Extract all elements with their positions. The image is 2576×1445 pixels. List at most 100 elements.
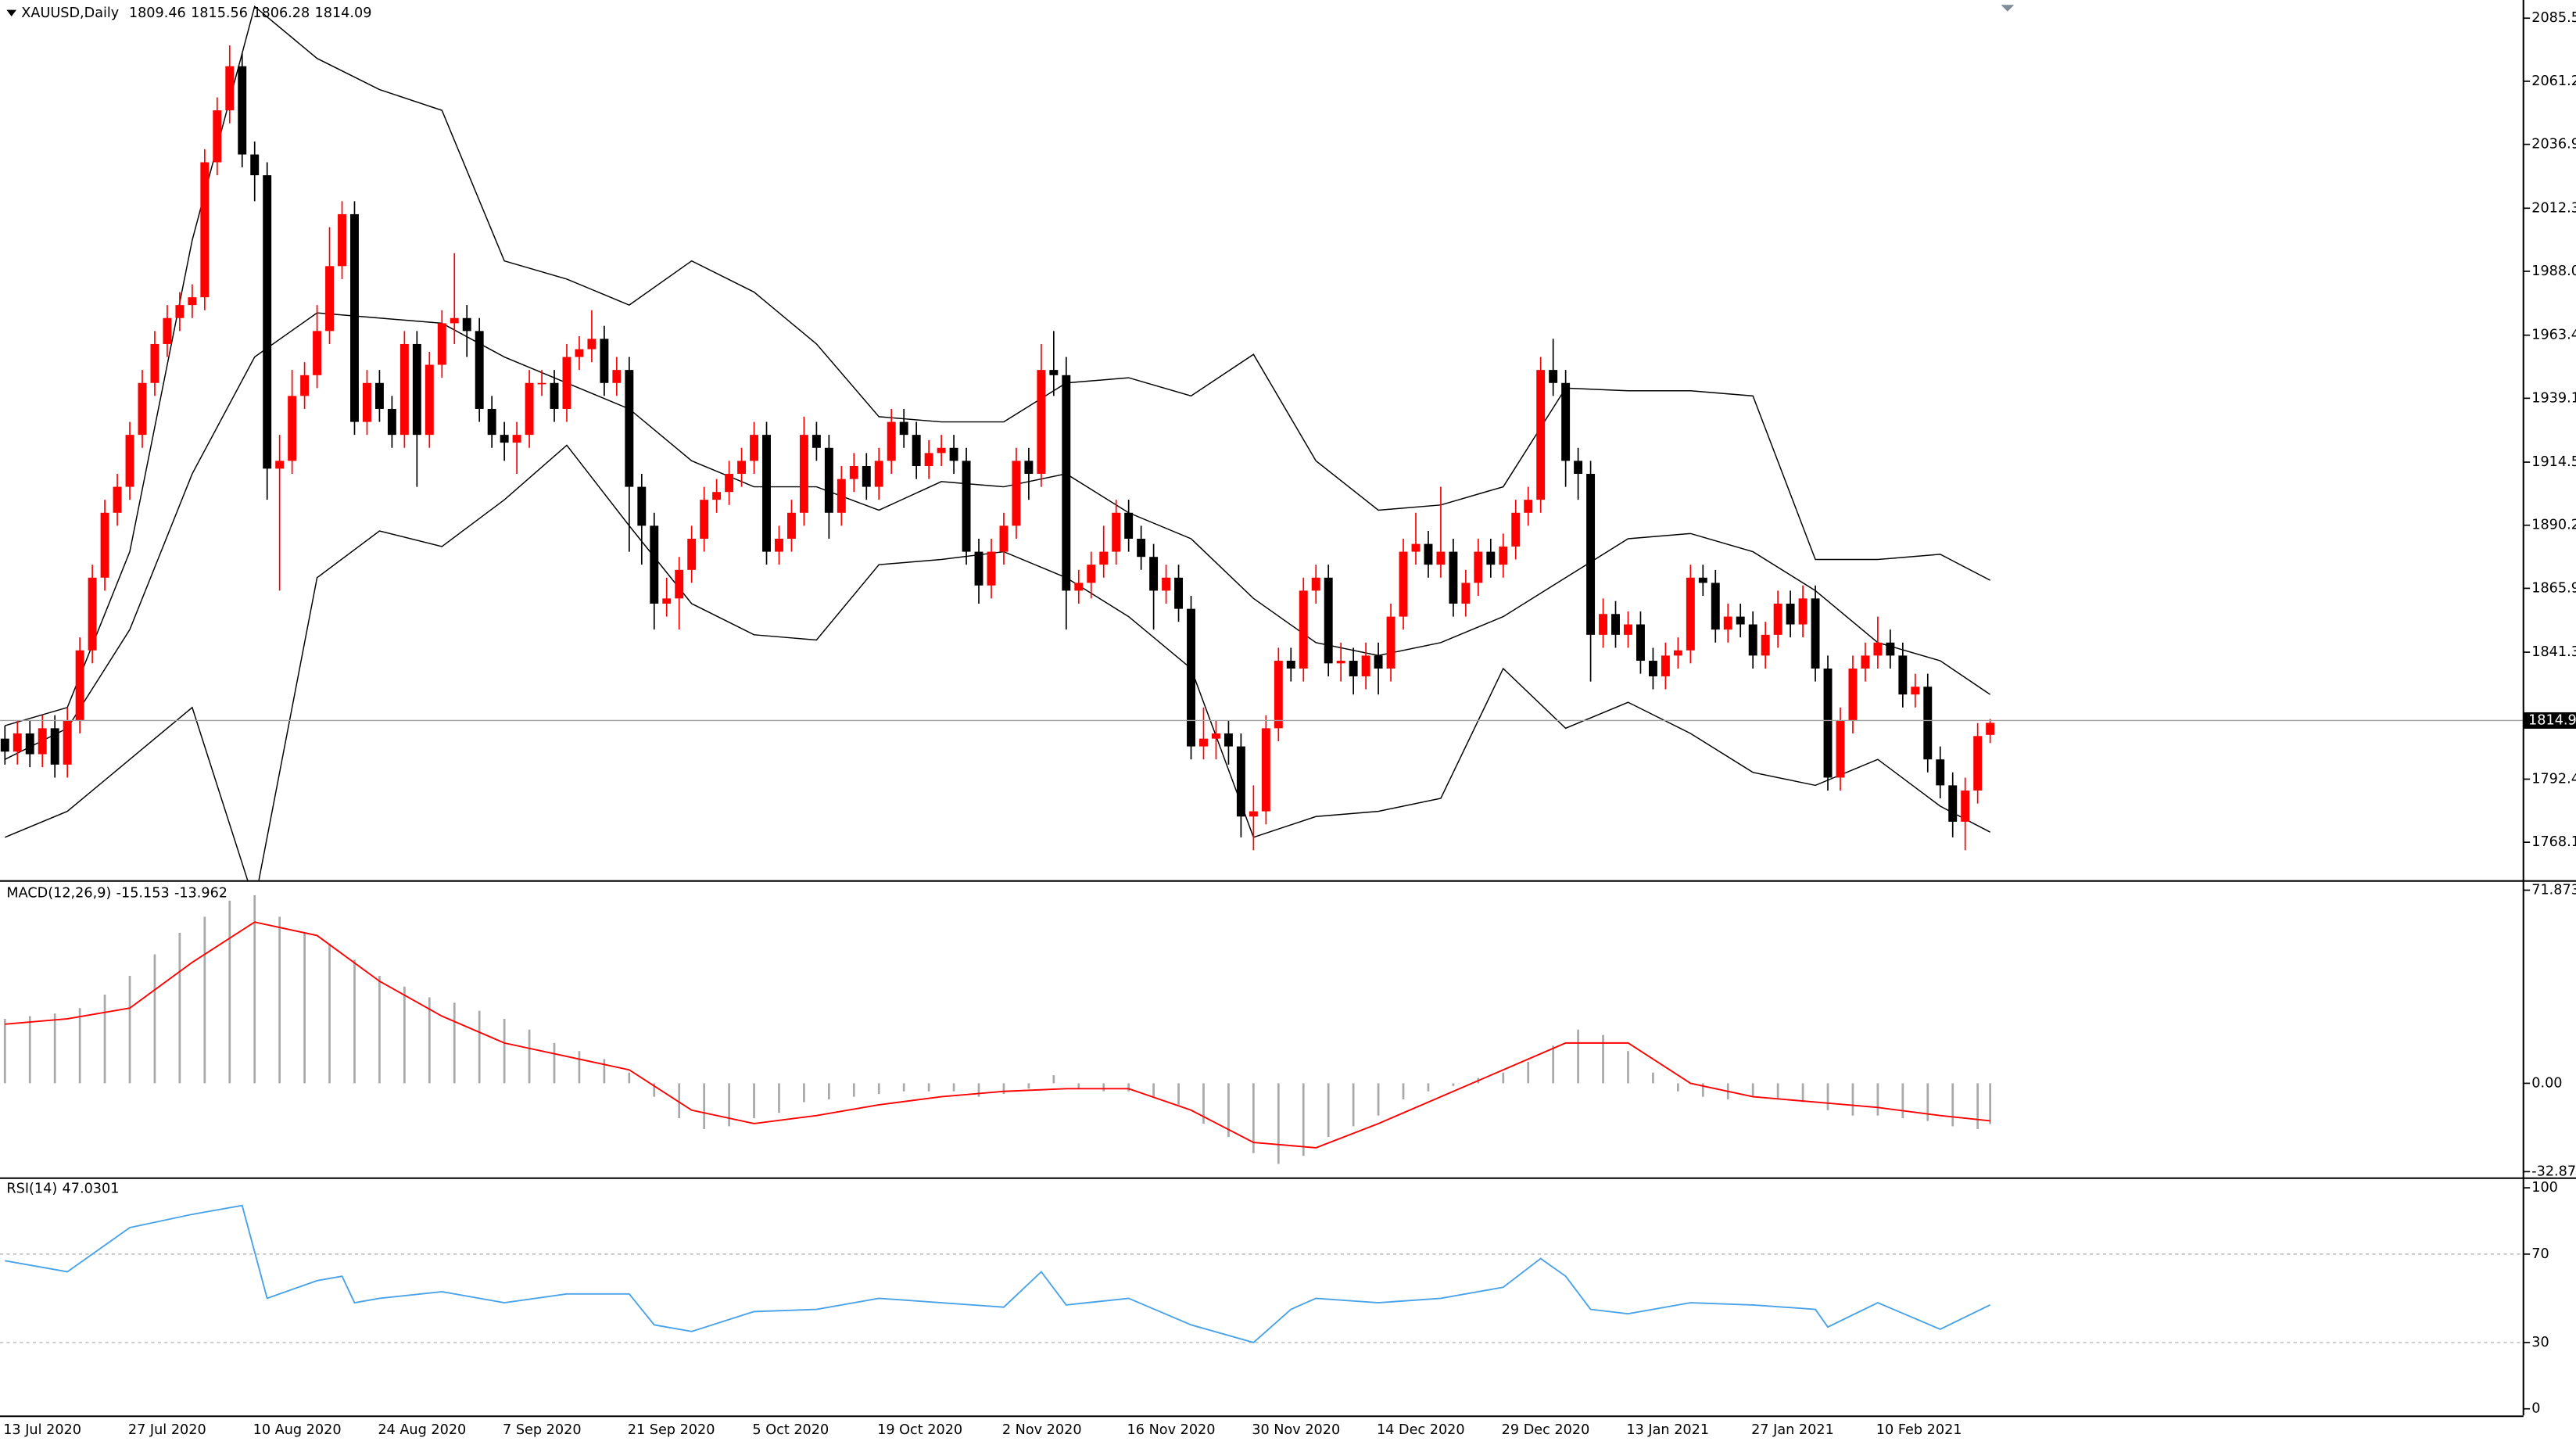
candle-body (612, 370, 622, 383)
candle-body (1311, 577, 1320, 591)
current-price-label: 1814.99 (2528, 712, 2576, 728)
candle-body (1211, 733, 1220, 739)
candle-body (1174, 577, 1184, 609)
candle-body (362, 382, 371, 422)
candle-body (1973, 736, 1983, 791)
candle-body (862, 466, 871, 487)
candle-body (1087, 565, 1096, 583)
candle-body (762, 435, 771, 552)
candle-body (1798, 598, 1807, 625)
candle-body (1811, 598, 1820, 669)
x-tick-label: 10 Feb 2021 (1876, 1422, 1962, 1438)
candle-body (750, 435, 759, 461)
candle-body (1049, 370, 1059, 375)
candle-body (1037, 370, 1046, 474)
bollinger-middle (4, 312, 1991, 760)
candle-body (1986, 722, 1995, 735)
candle-body (188, 297, 197, 306)
candle-body (1648, 661, 1657, 676)
candle-body (1299, 590, 1308, 669)
y-tick-label: 1768.10 (2531, 834, 2576, 850)
candle-body (725, 473, 734, 493)
candle-body (1461, 583, 1471, 604)
candle-body (113, 486, 122, 513)
candle-body (1374, 655, 1383, 669)
rsi-header: RSI(14) 47.0301 (6, 1181, 119, 1196)
x-tick-label: 14 Dec 2020 (1377, 1422, 1465, 1438)
macd-signal (5, 921, 1990, 1149)
shift-marker[interactable] (2001, 5, 2015, 12)
macd-label: MACD(12,26,9) (6, 885, 111, 901)
candle-body (1112, 512, 1121, 552)
candle-body (1861, 655, 1870, 669)
x-tick-label: 21 Sep 2020 (628, 1422, 715, 1438)
candle-body (200, 162, 210, 298)
y-tick-label: 71.873 (2531, 882, 2576, 898)
candle-body (1074, 583, 1084, 591)
y-tick-label: 2036.90 (2531, 137, 2576, 152)
candle-body (1898, 655, 1908, 695)
candle-body (13, 733, 22, 752)
y-tick-label: -32.879 (2531, 1164, 2576, 1179)
y-tick-label: 1988.00 (2531, 264, 2576, 279)
candle-body (1199, 738, 1208, 747)
y-tick-label: 1865.90 (2531, 580, 2576, 596)
candle-body (662, 598, 672, 604)
candle-body (675, 569, 684, 599)
candle-body (1062, 375, 1071, 591)
candle-body (1486, 551, 1496, 565)
candle-body (1149, 557, 1159, 591)
candle-body (999, 525, 1009, 552)
menu-triangle[interactable] (6, 9, 17, 16)
candle-body (1961, 791, 1970, 822)
candle-body (874, 461, 883, 487)
candle-body (1449, 551, 1458, 604)
candle-body (1561, 382, 1571, 461)
candle-body (974, 551, 983, 586)
x-tick-label: 10 Aug 2020 (253, 1422, 342, 1438)
candle-body (849, 466, 858, 479)
candle-body (1187, 608, 1195, 747)
candle-body (1886, 642, 1895, 656)
y-tick-label: 1914.50 (2531, 454, 2576, 470)
candle-body (1698, 577, 1707, 583)
candle-body (0, 738, 9, 752)
candle-body (399, 343, 409, 436)
candle-body (213, 110, 222, 163)
y-tick-label: 70 (2531, 1246, 2549, 1262)
candle-body (275, 461, 285, 469)
macd-panel (3, 895, 1992, 1164)
ohlc-open: 1809.46 (129, 5, 186, 21)
candle-body (238, 66, 247, 155)
macd-header: MACD(12,26,9) -15.153 -13.962 (6, 885, 228, 901)
candle-body (1536, 370, 1546, 500)
candle-body (437, 323, 446, 365)
candle-body (912, 435, 921, 467)
rsi-value: 47.0301 (63, 1181, 120, 1196)
candle-body (487, 408, 496, 436)
candle-body (63, 720, 72, 765)
candle-body (1411, 543, 1421, 552)
candle-body (1386, 616, 1395, 669)
signal-value: -13.962 (174, 885, 228, 901)
candle-body (1836, 720, 1845, 778)
chart-header: XAUUSD,Daily 1809.46 1815.56 1806.28 1814.09 (21, 5, 371, 21)
y-tick-label: 2061.20 (2531, 74, 2576, 89)
candle-body (550, 382, 559, 409)
candle-body (811, 435, 821, 448)
candle-body (1511, 512, 1521, 547)
candle-body (512, 435, 521, 443)
y-tick-label: 1939.10 (2531, 390, 2576, 406)
candle-body (450, 317, 459, 324)
candle-body (1399, 551, 1408, 617)
candle-body (799, 435, 808, 513)
price-panel (0, 5, 1995, 880)
candle-body (1624, 624, 1632, 635)
candle-body (650, 525, 659, 604)
candle-body (1012, 461, 1021, 526)
candle-body (1137, 538, 1146, 558)
candle-body (1911, 687, 1920, 695)
candle-body (737, 461, 747, 474)
candle-body (775, 538, 783, 552)
